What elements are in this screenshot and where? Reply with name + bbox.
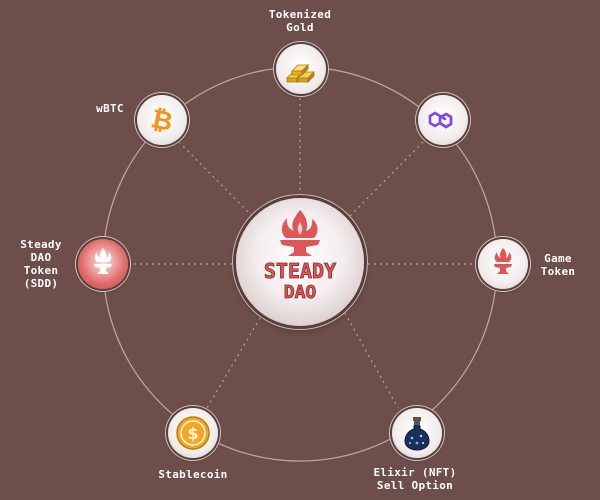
steady-dao-center-logo: STEADY DAO [236,198,364,326]
label-wbtc: wBTC [96,102,124,115]
label-line: Sell Option [376,479,454,492]
dollar-coin-icon: $ [176,416,210,450]
label-line: DAO [30,251,52,264]
bitcoin-icon: ₿ [148,104,175,138]
label-stablecoin: Stablecoin [158,468,228,481]
flame-anvil-logo-icon: STEADY DAO [263,210,337,303]
label-line: Game [544,252,572,265]
label-steady-dao-token: Steady DAO Token (SDD) [6,238,76,290]
polygon-icon [428,111,453,129]
node-stablecoin: $ [168,408,218,458]
node-tokenized-gold [276,44,326,94]
svg-text:$: $ [187,424,198,443]
gold-bars-icon [286,64,315,83]
potion-bottle-icon [404,417,430,451]
label-elixir-nft: Elixir (NFT) Sell Option [345,466,485,492]
label-line: Gold [286,21,314,34]
center-title-line1: STEADY [264,259,336,283]
label-line: (SDD) [23,277,59,290]
svg-text:₿: ₿ [148,104,175,138]
node-wbtc: ₿ [137,95,187,145]
label-line: Tokenized [268,8,332,21]
flame-anvil-icon [494,248,512,274]
label-tokenized-gold: Tokenized Gold [250,8,350,34]
node-steady-dao-token [78,239,128,289]
label-line: Token [23,264,59,277]
node-polygon [418,95,468,145]
center-title-line2: DAO [284,282,317,303]
label-line: Token [540,265,576,278]
spoke-lines [130,94,474,409]
label-game-token: Game Token [528,252,588,278]
node-elixir-nft [392,408,442,458]
node-game-token [478,239,528,289]
flame-anvil-icon [94,248,112,274]
label-line: Elixir (NFT) [373,466,457,479]
label-line: Steady [20,238,62,251]
